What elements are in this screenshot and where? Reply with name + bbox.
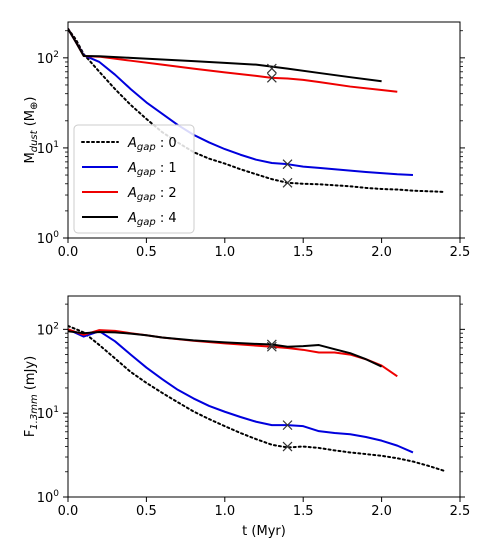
x-tick-label: 2.0 [371,504,392,519]
x-tick-label: 1.0 [214,245,235,260]
legend-entry: Agap : 0 [127,136,177,153]
y-tick-label: 101 [37,140,59,157]
top-panel: 100 101 102 0.0 0.5 1.0 1.5 2.0 2.5 Mdust (M⊕) Aga… [23,21,471,260]
series-line [68,328,398,378]
legend-entry: Agap : 4 [127,211,177,228]
x-tick-label: 1.5 [293,504,314,519]
legend-entry: Agap : 2 [127,186,177,203]
x-tick-label: 0.0 [58,245,79,260]
x-tick-label: 1.0 [214,504,235,519]
x-marker [266,63,277,74]
series-line [68,27,446,193]
x-tick-label: 2.5 [450,245,471,260]
x-marker [282,159,293,170]
series-line [68,28,382,83]
x-tick-label: 2.5 [450,504,471,519]
x-marker [266,339,277,350]
series-line [68,328,414,454]
axes-frame [67,21,461,239]
x-tick-label: 2.0 [371,245,392,260]
x-marker [266,72,277,83]
x-tick-label: 0.5 [136,504,157,519]
y-tick-label: 101 [37,405,59,422]
y-tick-label: 102 [37,50,59,67]
y-tick-label: 100 [37,230,60,247]
series-line [68,28,398,93]
x-marker [282,420,293,431]
x-tick-label: 1.5 [293,245,314,260]
y-axis-label: Mdust (M⊕) [23,97,40,164]
y-tick-label: 100 [37,489,60,506]
x-axis-label: t (Myr) [242,524,286,539]
y-tick-label: 102 [37,321,59,338]
x-tick-label: 0.0 [58,504,79,519]
bottom-panel: 100 101 102 0.0 0.5 1.0 1.5 2.0 2.5 F1.3mm (mJy) t… [23,295,471,539]
legend-entry: Agap : 1 [127,161,177,178]
series-line [68,330,383,368]
x-marker [282,177,293,188]
axes-frame [67,295,461,498]
y-axis-label: F1.3mm (mJy) [23,356,40,437]
x-tick-label: 0.5 [136,245,157,260]
series-line [68,324,446,472]
legend-box [73,124,195,234]
x-marker [282,441,293,452]
series-line [68,28,414,177]
